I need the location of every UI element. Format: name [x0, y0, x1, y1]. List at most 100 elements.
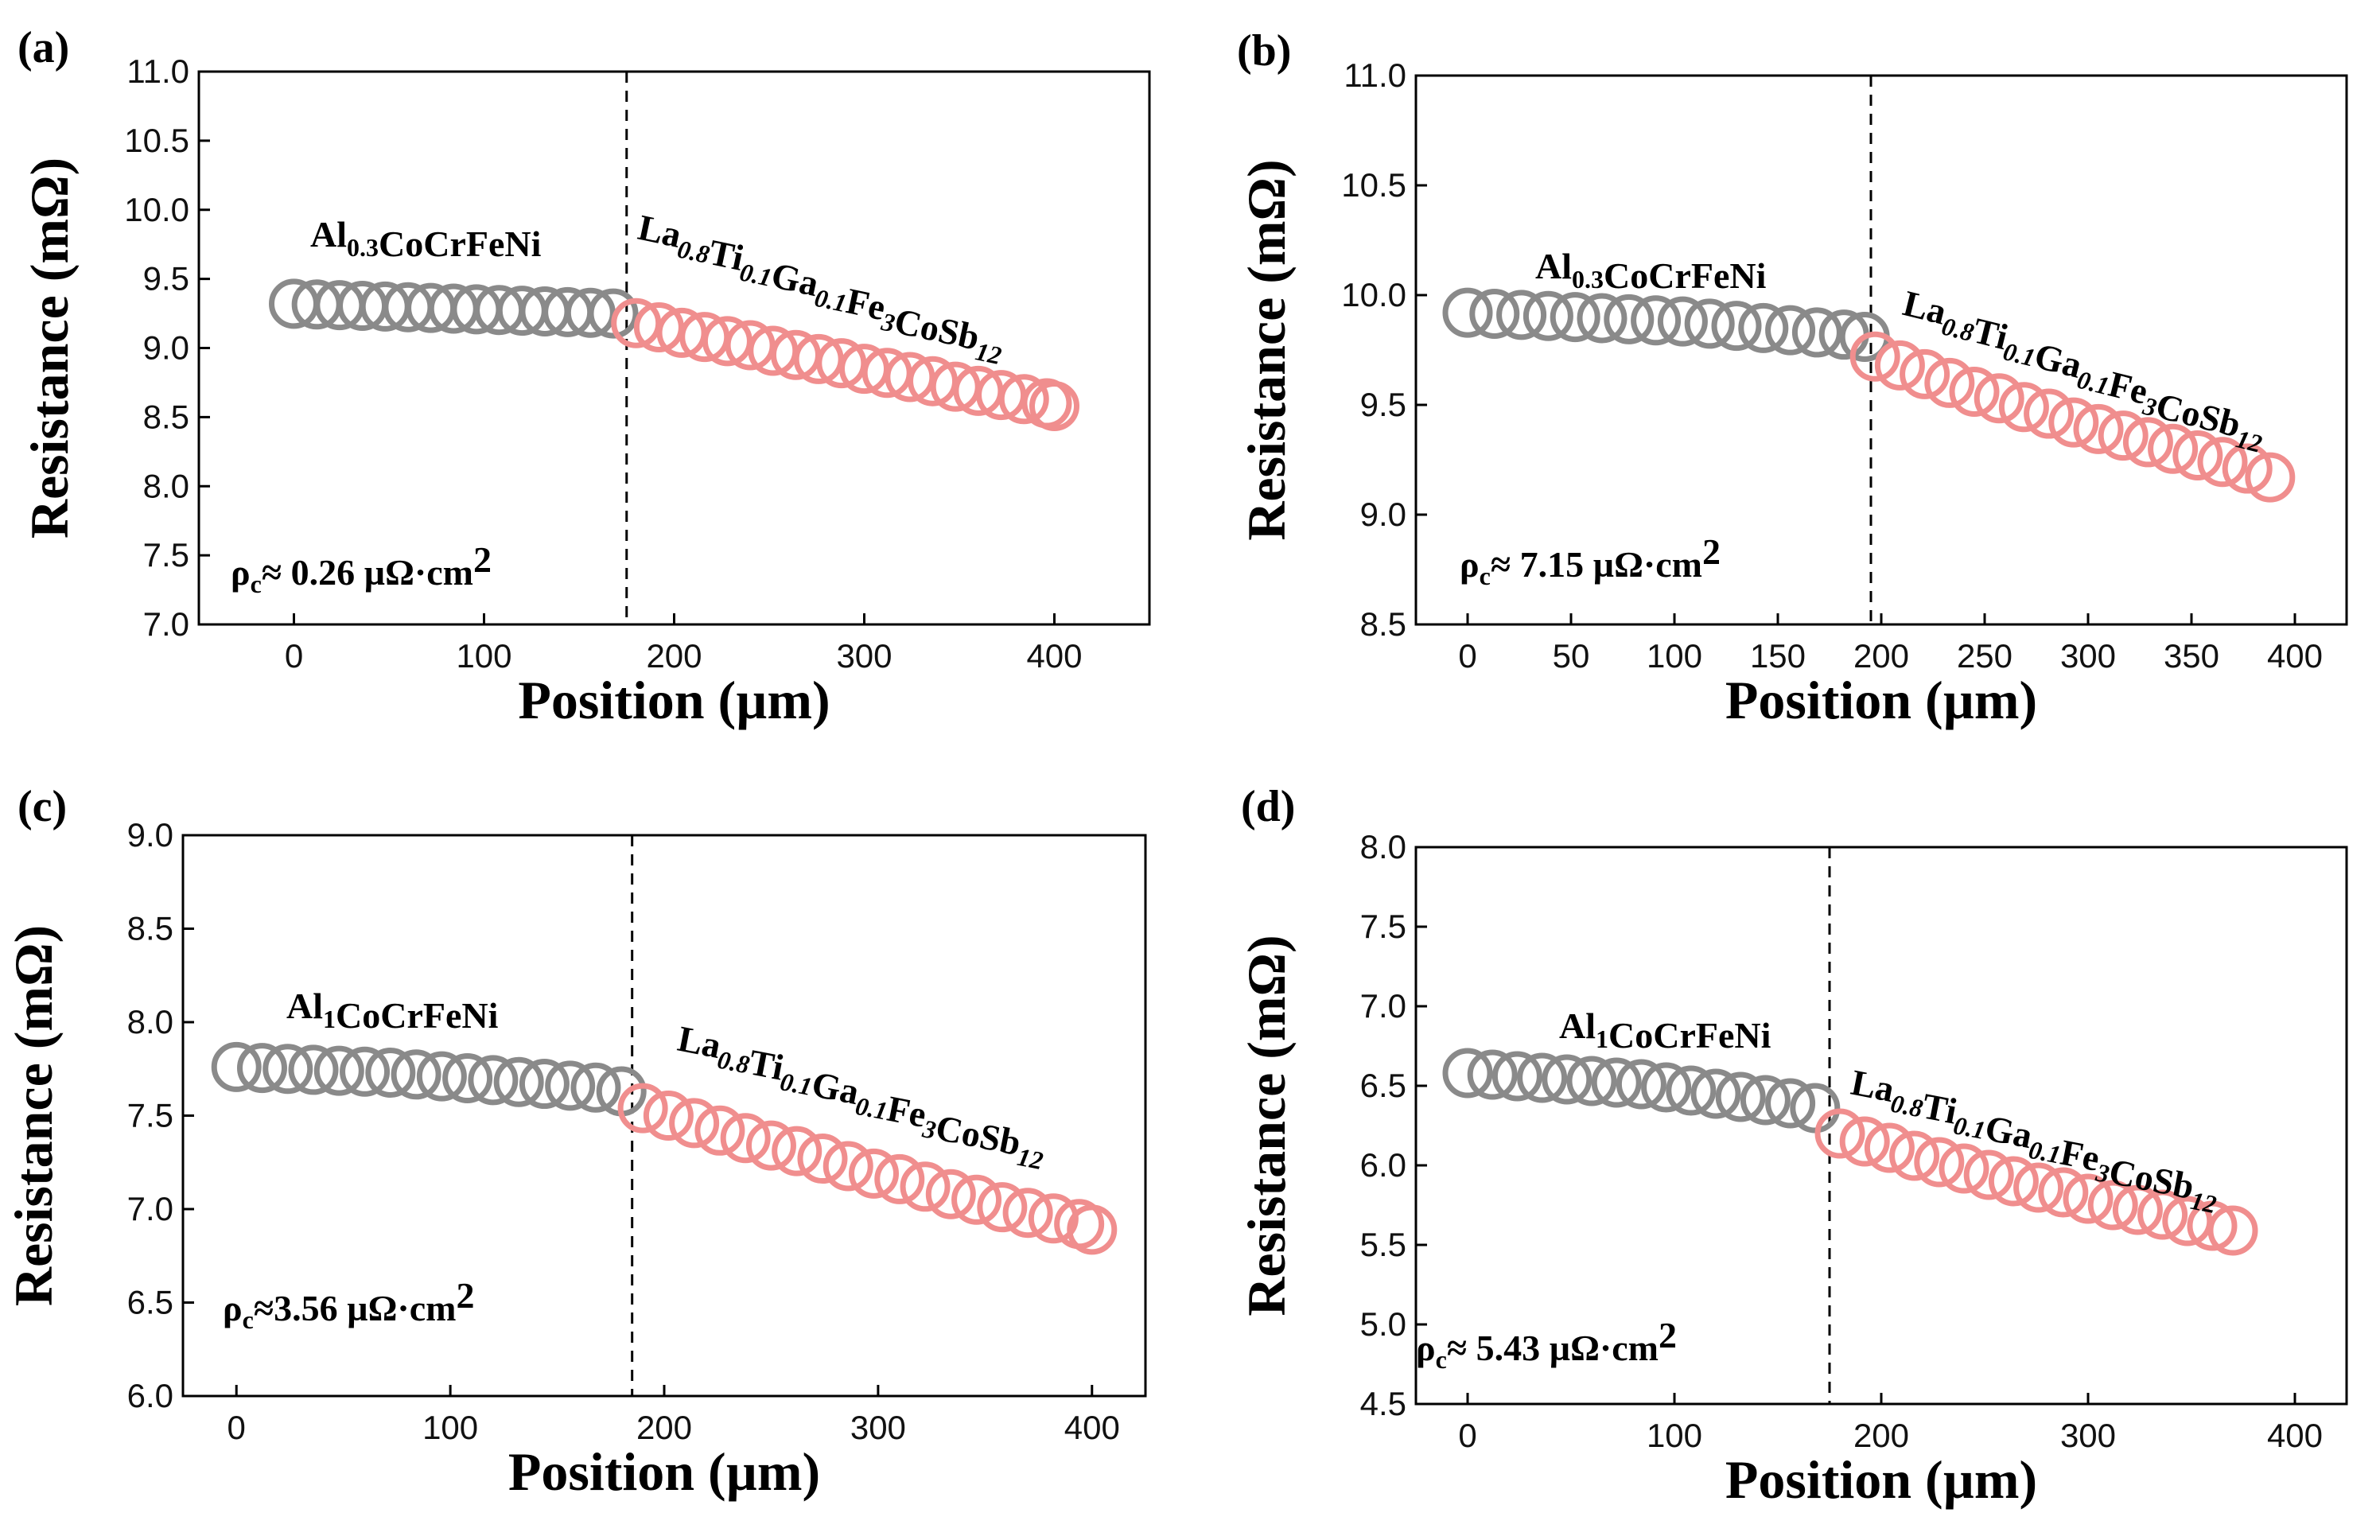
y-tick-label: 6.5 [127, 1284, 173, 1321]
data-point [2063, 1173, 2114, 1224]
series-skutterudite [1849, 331, 2296, 503]
x-tick-label: 250 [1957, 637, 2012, 675]
y-tick-label: 8.5 [127, 910, 173, 947]
data-point [2038, 1167, 2089, 1218]
data-point [669, 1098, 720, 1149]
panel-label: (c) [18, 782, 67, 831]
data-point [797, 1134, 848, 1184]
data-point [442, 1053, 493, 1103]
data-point [211, 1041, 262, 1092]
series-label-alloy: Al0.3CoCrFeNi [1535, 246, 1767, 296]
data-point [365, 1047, 416, 1098]
data-point [588, 288, 639, 339]
y-tick-label: 6.5 [1360, 1067, 1406, 1104]
y-axis-title: Resistance (mΩ) [1236, 935, 1297, 1316]
y-tick-label: 4.5 [1360, 1385, 1406, 1422]
x-tick-label: 0 [1458, 637, 1476, 675]
data-point [262, 1044, 313, 1095]
x-axis-title: Position (µm) [508, 1441, 820, 1502]
data-point [2222, 443, 2273, 494]
data-point [416, 1051, 467, 1102]
data-point [1765, 1078, 1816, 1129]
series-alloy [211, 1041, 647, 1117]
panel-label: (d) [1241, 782, 1295, 831]
panel-label: (a) [18, 23, 69, 72]
data-point [643, 1091, 694, 1141]
y-tick-label: 9.5 [1360, 386, 1406, 423]
series-label-skutterudite: La0.8Ti0.1Ga0.1Fe3CoSb12 [625, 207, 1016, 370]
x-tick-label: 150 [1750, 637, 1806, 675]
x-tick-label: 50 [1553, 637, 1590, 675]
data-point [1591, 1057, 1642, 1108]
data-point [1550, 292, 1600, 343]
data-point [793, 333, 844, 384]
data-point [1963, 1149, 2014, 1200]
y-tick-label: 11.0 [126, 52, 189, 90]
contact-resistivity-label: ρc≈3.56 µΩ·cm2 [223, 1275, 475, 1334]
data-point [288, 1044, 339, 1095]
x-tick-label: 300 [2060, 637, 2116, 675]
data-point [725, 320, 776, 371]
series-alloy [1442, 287, 1890, 362]
data-point [1522, 290, 1573, 341]
data-point [2087, 1180, 2138, 1231]
data-point [2148, 423, 2199, 474]
data-point [1577, 293, 1628, 344]
series-label-alloy: Al0.3CoCrFeNi [310, 214, 542, 264]
x-tick-label: 400 [1026, 637, 1082, 675]
data-point [694, 1105, 745, 1156]
y-tick-label: 7.5 [127, 1097, 173, 1134]
x-tick-label: 400 [1064, 1409, 1120, 1446]
panel-label: (b) [1237, 26, 1291, 76]
x-tick-label: 400 [2267, 637, 2323, 675]
data-point [874, 1153, 925, 1204]
x-axis-title: Position (µm) [518, 670, 830, 730]
y-tick-label: 10.5 [1341, 166, 1406, 204]
y-tick-label: 6.0 [1360, 1146, 1406, 1184]
data-point [1790, 1083, 1841, 1134]
y-tick-label: 7.0 [143, 605, 189, 643]
series-alloy [1442, 1048, 1841, 1134]
x-tick-label: 400 [2267, 1417, 2323, 1454]
data-point [702, 316, 752, 367]
y-tick-label: 8.0 [1360, 828, 1406, 865]
y-tick-label: 9.0 [1360, 496, 1406, 533]
data-point [1740, 1075, 1791, 1126]
x-tick-label: 200 [1853, 637, 1909, 675]
series-label-alloy: Al1CoCrFeNi [1559, 1005, 1771, 1056]
data-point [720, 1113, 771, 1164]
contact-resistivity-label: ρc≈ 0.26 µΩ·cm2 [231, 539, 492, 598]
y-tick-label: 8.0 [127, 1003, 173, 1040]
data-point [816, 338, 867, 389]
x-tick-label: 100 [1647, 637, 1702, 675]
y-tick-label: 10.0 [1341, 276, 1406, 313]
data-point [1765, 305, 1816, 356]
data-point [1974, 373, 2024, 424]
data-point [1914, 1137, 1965, 1188]
series-alloy [269, 278, 639, 339]
data-point [1711, 301, 1762, 352]
data-point [822, 1141, 873, 1192]
data-point [633, 301, 684, 352]
data-point [1604, 294, 1655, 344]
y-tick-label: 9.5 [143, 260, 189, 298]
y-tick-label: 6.0 [127, 1377, 173, 1414]
data-point [1924, 357, 1975, 408]
series-label-alloy: Al1CoCrFeNi [286, 986, 499, 1036]
series-label-skutterudite: La0.8Ti0.1Ga0.1Fe3CoSb12 [1839, 1062, 2230, 1219]
data-point [493, 1056, 544, 1107]
data-point [1631, 295, 1682, 346]
contact-resistivity-label: ρc≈ 5.43 µΩ·cm2 [1416, 1315, 1677, 1374]
data-point [1939, 1143, 1989, 1194]
y-tick-label: 5.5 [1360, 1226, 1406, 1263]
contact-resistivity-label: ρc≈ 7.15 µΩ·cm2 [1460, 531, 1721, 590]
data-point [2122, 417, 2173, 468]
data-point [1666, 1065, 1717, 1116]
data-point [1900, 348, 1950, 399]
data-point [849, 1148, 900, 1199]
series-skutterudite [617, 1083, 1118, 1255]
data-point [2013, 1162, 2064, 1213]
x-tick-label: 350 [2164, 637, 2219, 675]
data-point [1657, 296, 1708, 347]
data-point [611, 298, 662, 348]
